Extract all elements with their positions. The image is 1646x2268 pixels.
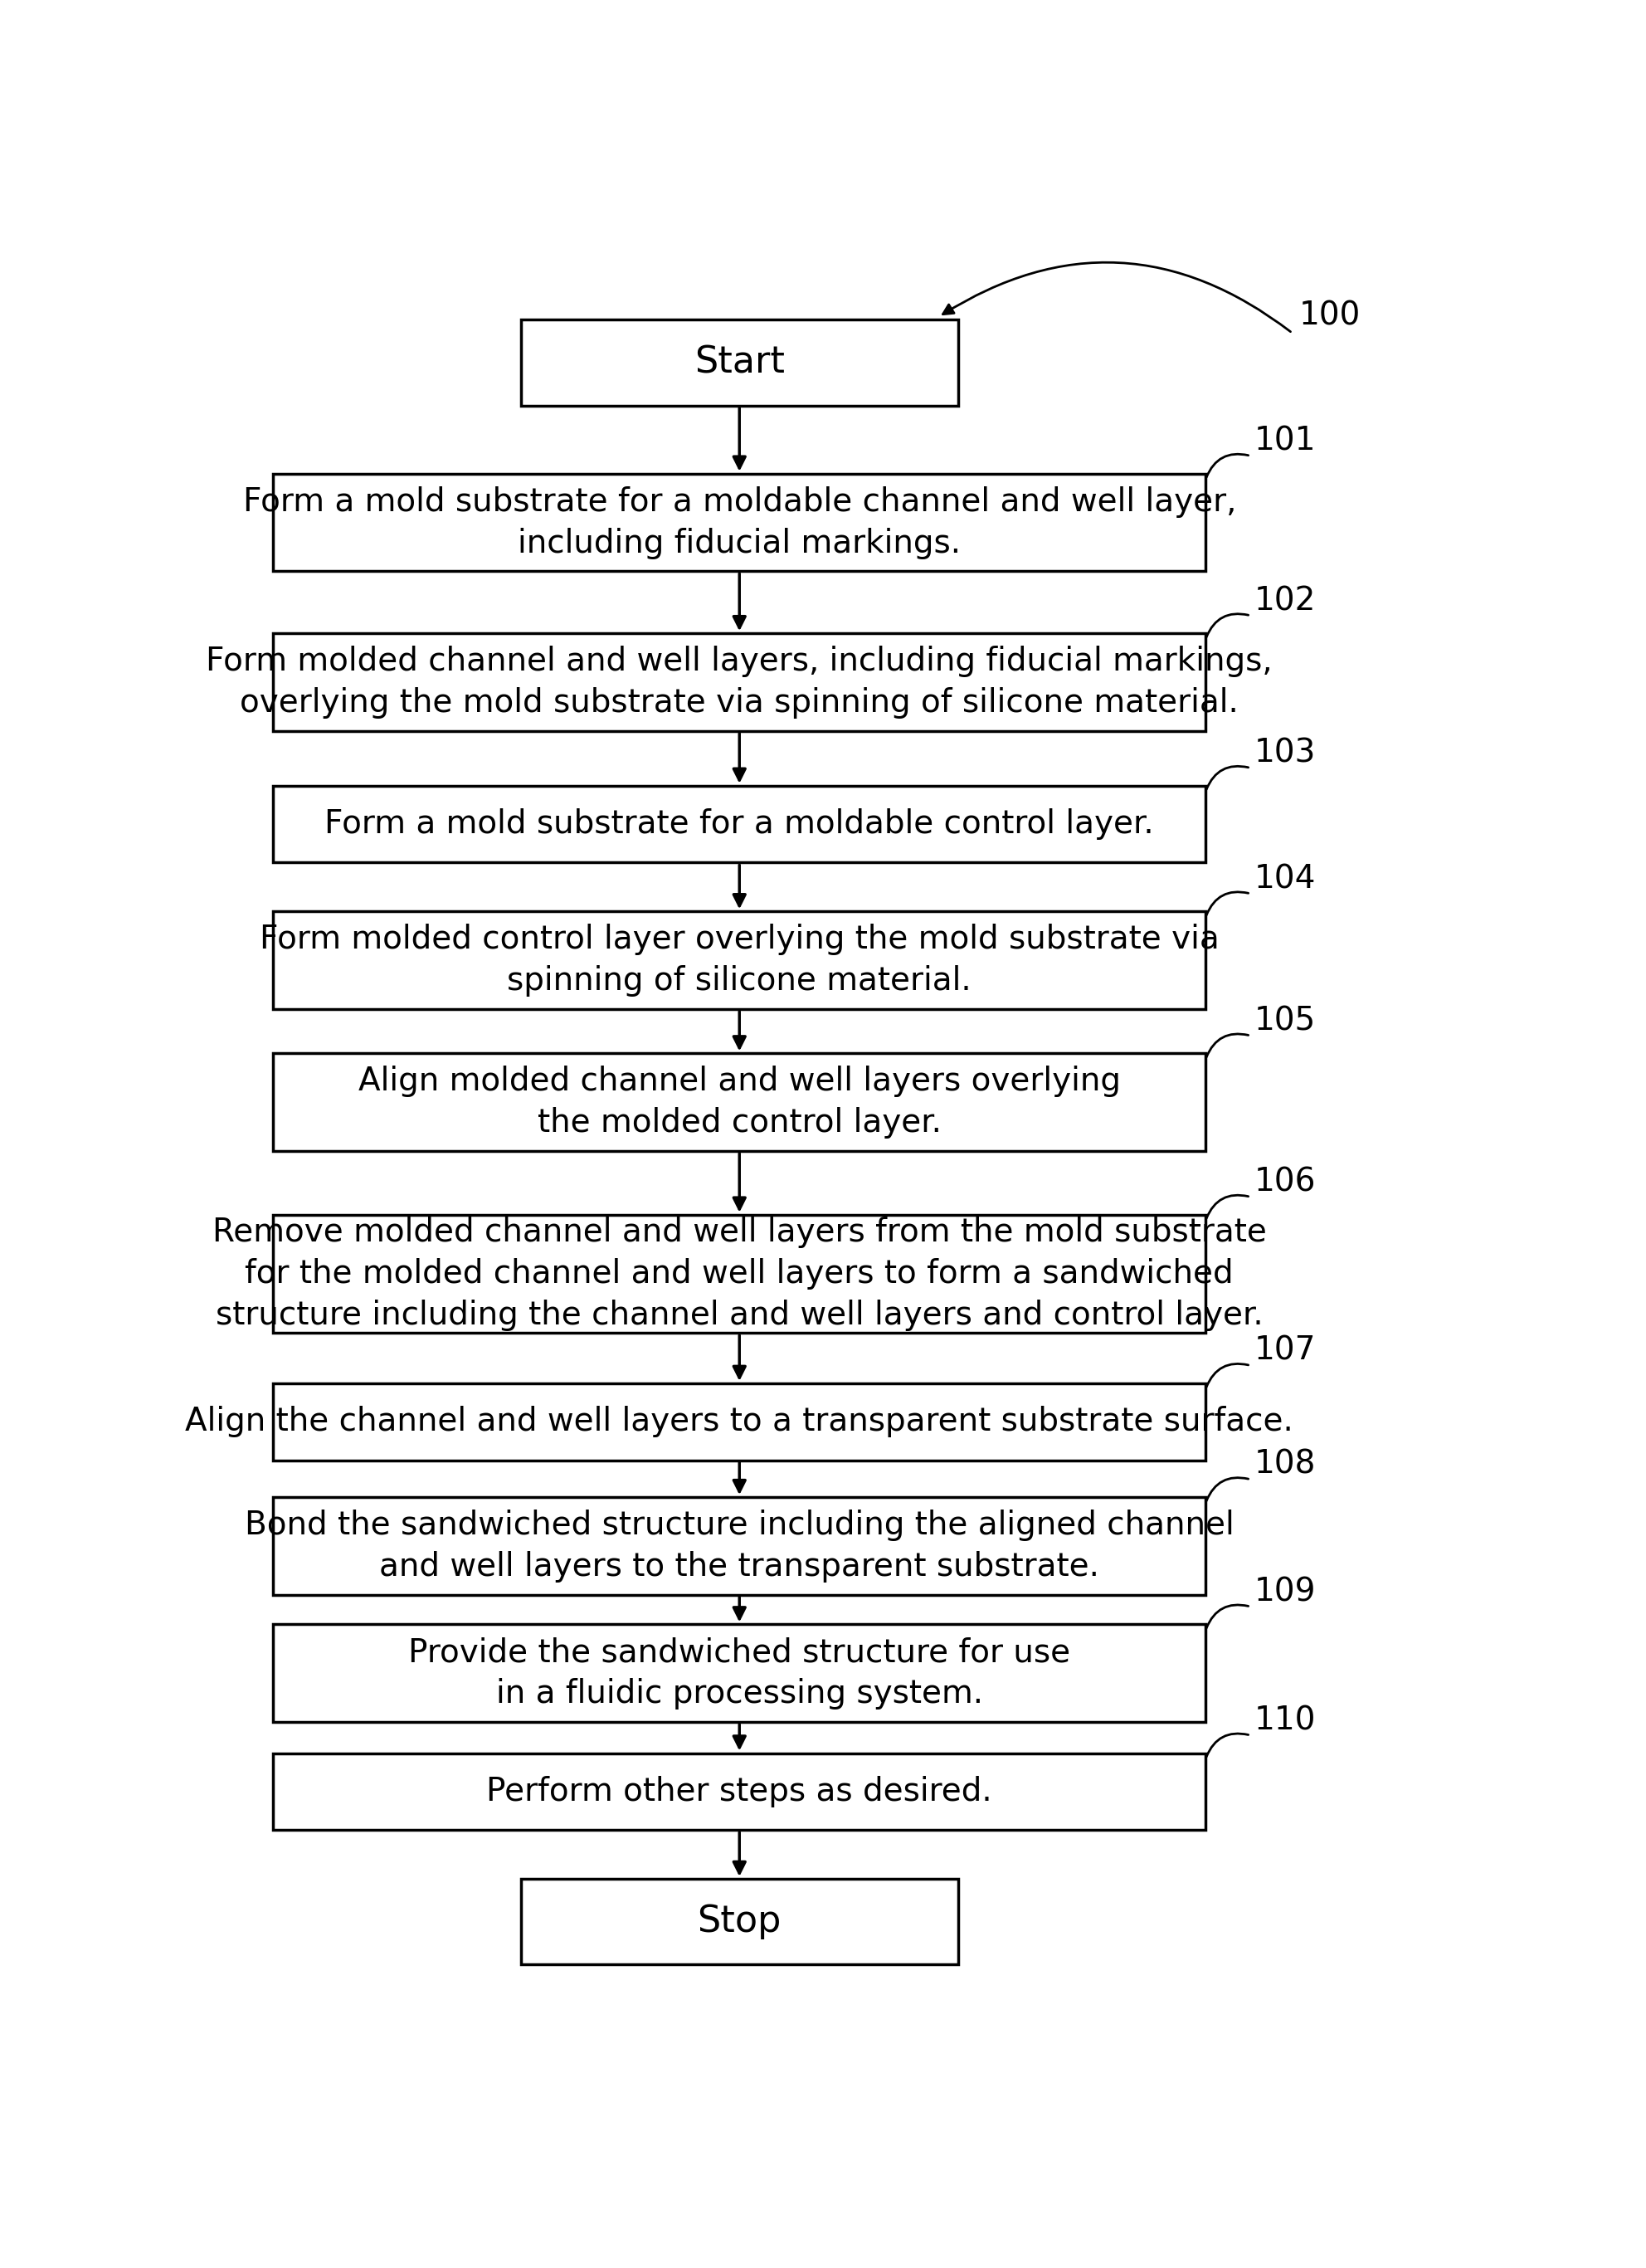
Text: Form a mold substrate for a moldable channel and well layer,
including fiducial : Form a mold substrate for a moldable cha…	[242, 485, 1236, 558]
Bar	[273, 1497, 1205, 1594]
Bar	[520, 1878, 958, 1964]
Bar	[273, 785, 1205, 862]
Text: Align the channel and well layers to a transparent substrate surface.: Align the channel and well layers to a t…	[186, 1406, 1294, 1438]
Text: 103: 103	[1254, 737, 1315, 769]
Bar	[273, 633, 1205, 730]
Bar	[273, 1052, 1205, 1152]
Text: 108: 108	[1254, 1449, 1315, 1481]
Bar	[273, 474, 1205, 572]
Text: 106: 106	[1254, 1166, 1315, 1198]
Text: Align molded channel and well layers overlying
the molded control layer.: Align molded channel and well layers ove…	[359, 1066, 1121, 1139]
Text: 102: 102	[1254, 585, 1315, 617]
Bar	[273, 1383, 1205, 1461]
Text: 100: 100	[1299, 299, 1361, 331]
Bar	[273, 1753, 1205, 1830]
Bar	[520, 320, 958, 406]
Text: Start: Start	[695, 345, 785, 381]
Text: Provide the sandwiched structure for use
in a fluidic processing system.: Provide the sandwiched structure for use…	[408, 1637, 1070, 1710]
Text: 109: 109	[1254, 1576, 1315, 1608]
Text: 105: 105	[1254, 1005, 1315, 1036]
Text: Stop: Stop	[698, 1903, 782, 1939]
Text: Form molded channel and well layers, including fiducial markings,
overlying the : Form molded channel and well layers, inc…	[206, 646, 1272, 719]
Bar	[273, 1624, 1205, 1721]
Text: 101: 101	[1254, 426, 1315, 456]
Text: 104: 104	[1254, 864, 1315, 894]
Text: 110: 110	[1254, 1706, 1315, 1737]
Text: Remove molded channel and well layers from the mold substrate
for the molded cha: Remove molded channel and well layers fr…	[212, 1216, 1266, 1331]
Bar	[273, 912, 1205, 1009]
Text: Form molded control layer overlying the mold substrate via
spinning of silicone : Form molded control layer overlying the …	[260, 923, 1220, 996]
Bar	[273, 1216, 1205, 1334]
Text: Form a mold substrate for a moldable control layer.: Form a mold substrate for a moldable con…	[324, 807, 1154, 839]
Text: Bond the sandwiched structure including the aligned channel
and well layers to t: Bond the sandwiched structure including …	[245, 1510, 1234, 1583]
Text: Perform other steps as desired.: Perform other steps as desired.	[487, 1776, 993, 1808]
Text: 107: 107	[1254, 1336, 1315, 1368]
